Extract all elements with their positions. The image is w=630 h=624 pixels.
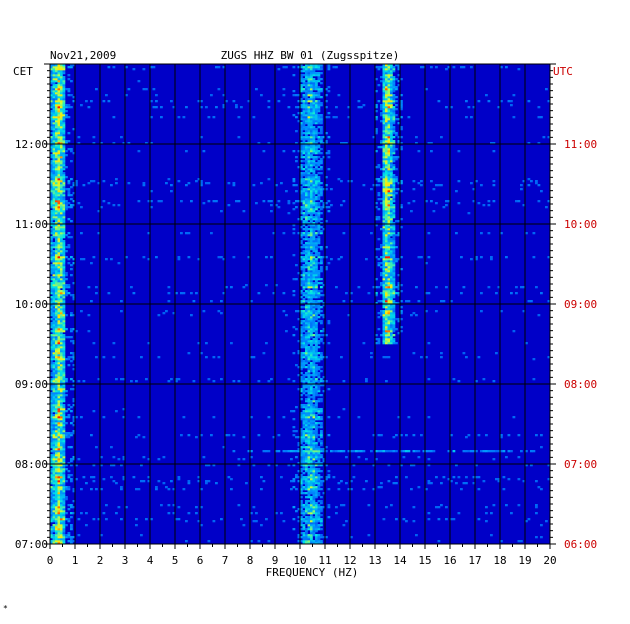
x-tick-label: 1: [72, 554, 79, 567]
footnote: *: [3, 604, 8, 613]
x-tick-label: 12: [343, 554, 356, 567]
left-axis-label: CET: [13, 65, 33, 78]
x-tick-label: 9: [272, 554, 279, 567]
x-tick-label: 3: [122, 554, 129, 567]
x-tick-label: 7: [222, 554, 229, 567]
left-time-label: 09:00: [15, 378, 48, 391]
x-tick-label: 16: [443, 554, 456, 567]
right-time-label: 08:00: [564, 378, 597, 391]
x-tick-label: 10: [293, 554, 306, 567]
right-time-label: 07:00: [564, 458, 597, 471]
left-time-label: 08:00: [15, 458, 48, 471]
x-tick-label: 0: [47, 554, 54, 567]
x-tick-label: 8: [247, 554, 254, 567]
axes: 0 1 2 3 4 5 6 7 8 9 10 11 12 13 14 15 16 17 18 19 2012:0011:…: [15, 63, 597, 567]
x-tick-label: 4: [147, 554, 154, 567]
x-tick-label: 17: [468, 554, 481, 567]
x-tick-label: 11: [318, 554, 331, 567]
left-time-label: 10:00: [15, 298, 48, 311]
right-time-label: 11:00: [564, 138, 597, 151]
x-axis-label: FREQUENCY (HZ): [266, 566, 359, 579]
left-time-label: 07:00: [15, 538, 48, 551]
right-time-label: 09:00: [564, 298, 597, 311]
grid-lines: [49, 63, 551, 545]
right-axis-label: UTC: [553, 65, 573, 78]
x-tick-label: 20: [543, 554, 556, 567]
x-tick-label: 6: [197, 554, 204, 567]
x-tick-label: 2: [97, 554, 104, 567]
x-tick-label: 19: [518, 554, 531, 567]
chart-title: ZUGS HHZ BW 01 (Zugsspitze): [221, 49, 400, 62]
x-tick-label: 5: [172, 554, 179, 567]
right-time-label: 10:00: [564, 218, 597, 231]
left-time-label: 12:00: [15, 138, 48, 151]
x-tick-label: 14: [393, 554, 407, 567]
right-time-label: 06:00: [564, 538, 597, 551]
left-time-label: 11:00: [15, 218, 48, 231]
x-tick-label: 18: [493, 554, 506, 567]
x-tick-label: 13: [368, 554, 381, 567]
date-label: Nov21,2009: [50, 49, 116, 62]
x-tick-label: 15: [418, 554, 431, 567]
